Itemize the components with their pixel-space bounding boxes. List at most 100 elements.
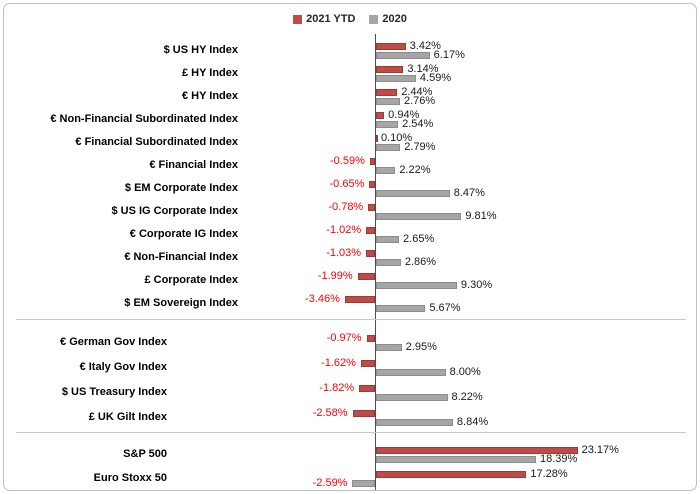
value-label-2020: 9.81% (465, 210, 497, 222)
category-label: € HY Index (181, 90, 238, 102)
category-label: S&P 500 (123, 448, 167, 460)
value-label-2020: 2.65% (403, 233, 435, 245)
bar-2020 (376, 344, 402, 351)
bar-2021-ytd (376, 89, 398, 96)
value-label-2021-ytd: -0.78% (328, 201, 364, 213)
bar-2020 (376, 190, 450, 197)
bar-2021-ytd (360, 360, 375, 367)
chart-frame: 2021 YTD 2020 $ US HY Index 3.42% 6.17% £ H… (3, 3, 697, 491)
category-label: $ US IG Corporate Index (111, 205, 238, 217)
value-label-2020: -2.59% (312, 477, 348, 489)
bar-2021-ytd (376, 471, 527, 478)
legend-swatch-2020-icon (369, 14, 379, 24)
category-label: € Financial Index (149, 159, 238, 171)
value-label-2020: 2.22% (399, 164, 431, 176)
legend-item-2021-ytd: 2021 YTD (293, 13, 355, 25)
bar-2021-ytd (368, 204, 375, 211)
bar-2021-ytd (376, 43, 406, 50)
category-label: $ US Treasury Index (61, 386, 167, 398)
value-label-2021-ytd: -1.62% (321, 357, 356, 369)
value-label-2021-ytd: -1.82% (319, 382, 355, 394)
zero-axis-line (375, 433, 376, 490)
bar-2020 (376, 213, 462, 220)
zero-axis-line (375, 320, 376, 433)
category-label: $ US HY Index (163, 44, 238, 56)
category-label: £ Corporate Index (144, 274, 238, 286)
section-separator (16, 432, 686, 433)
category-label: € Italy Gov Index (79, 361, 167, 373)
legend-label-2021-ytd: 2021 YTD (306, 13, 356, 25)
value-label-2021-ytd: 0.10% (381, 132, 413, 144)
chart-panel-credit-indices: $ US HY Index 3.42% 6.17% £ HY Index 3.14% 4.… (5, 34, 695, 319)
bar-2020 (376, 282, 457, 289)
value-label-2020: 8.22% (451, 391, 483, 403)
category-label: Euro Stoxx 50 (93, 472, 167, 484)
value-label-2020: 8.47% (453, 187, 485, 199)
category-label: € German Gov Index (60, 336, 167, 348)
value-label-2020: 2.95% (405, 341, 437, 353)
value-label-2021-ytd: -1.99% (317, 270, 353, 282)
bar-2020 (376, 144, 401, 151)
bar-2020 (376, 167, 396, 174)
category-label: £ HY Index (181, 67, 238, 79)
bar-2021-ytd (357, 273, 375, 280)
bar-2020 (376, 75, 416, 82)
value-label-2021-ytd: -0.59% (330, 155, 365, 167)
value-label-2021-ytd: 17.28% (530, 468, 568, 480)
bar-2020 (376, 52, 430, 59)
bar-2021-ytd (344, 296, 375, 303)
bar-2021-ytd (366, 250, 375, 257)
bar-2021-ytd (366, 335, 375, 342)
category-label: € Non-Financial Index (124, 251, 238, 263)
bar-2021-ytd (376, 112, 385, 119)
value-label-2020: 8.84% (456, 416, 489, 428)
bar-2021-ytd (366, 227, 375, 234)
value-label-2021-ytd: 3.14% (407, 63, 439, 75)
category-label: € Corporate IG Index (129, 228, 238, 240)
legend: 2021 YTD 2020 (4, 13, 696, 25)
value-label-2021-ytd: -3.46% (305, 293, 340, 305)
bar-2021-ytd (376, 135, 378, 142)
value-label-2020: 2.54% (402, 118, 434, 130)
bar-2020 (376, 456, 536, 463)
value-label-2021-ytd: -0.65% (329, 178, 365, 190)
value-label-2020: 2.76% (404, 95, 436, 107)
chart-panel-government-indices: € German Gov Index -0.97% 2.95% € Italy Gov… (5, 320, 695, 433)
legend-label-2020: 2020 (382, 13, 407, 25)
value-label-2021-ytd: -0.97% (326, 332, 362, 344)
bar-2020 (376, 259, 401, 266)
zero-axis-line (375, 34, 376, 319)
value-label-2021-ytd: -2.58% (312, 407, 348, 419)
value-label-2020: 8.00% (449, 366, 481, 378)
bar-2021-ytd (359, 385, 375, 392)
value-label-2020: 9.30% (460, 279, 493, 291)
value-label-2021-ytd: 23.17% (581, 444, 619, 456)
value-label-2021-ytd: -1.02% (326, 224, 362, 236)
category-label: $ EM Sovereign Index (124, 297, 238, 309)
category-label: $ EM Corporate Index (124, 182, 238, 194)
value-label-2020: 5.67% (429, 302, 461, 314)
bar-2021-ytd (352, 410, 375, 417)
bar-2021-ytd (369, 181, 375, 188)
bar-2021-ytd (369, 158, 375, 165)
chart-panel-equity-indices: S&P 500 23.17% 18.39% Euro Stoxx 50 17.28% -2… (5, 433, 695, 490)
value-label-2021-ytd: -1.03% (326, 247, 362, 259)
value-label-2021-ytd: 3.42% (409, 40, 441, 52)
category-label: € Non-Financial Subordinated Index (50, 113, 238, 125)
value-label-2020: 18.39% (539, 453, 578, 465)
value-label-2020: 2.79% (404, 141, 436, 153)
value-label-2020: 2.86% (404, 256, 437, 268)
bar-2020 (376, 369, 446, 376)
bar-2020 (376, 419, 453, 426)
section-separator (16, 319, 686, 320)
bar-2020 (376, 236, 400, 243)
legend-item-2020: 2020 (369, 13, 407, 25)
value-label-2021-ytd: 0.94% (388, 109, 420, 121)
bar-2020 (352, 480, 375, 487)
category-label: € Financial Subordinated Index (75, 136, 238, 148)
category-label: £ UK Gilt Index (88, 411, 167, 423)
bar-2020 (376, 394, 448, 401)
legend-swatch-2021-ytd-icon (293, 14, 303, 24)
bar-2020 (376, 121, 399, 128)
